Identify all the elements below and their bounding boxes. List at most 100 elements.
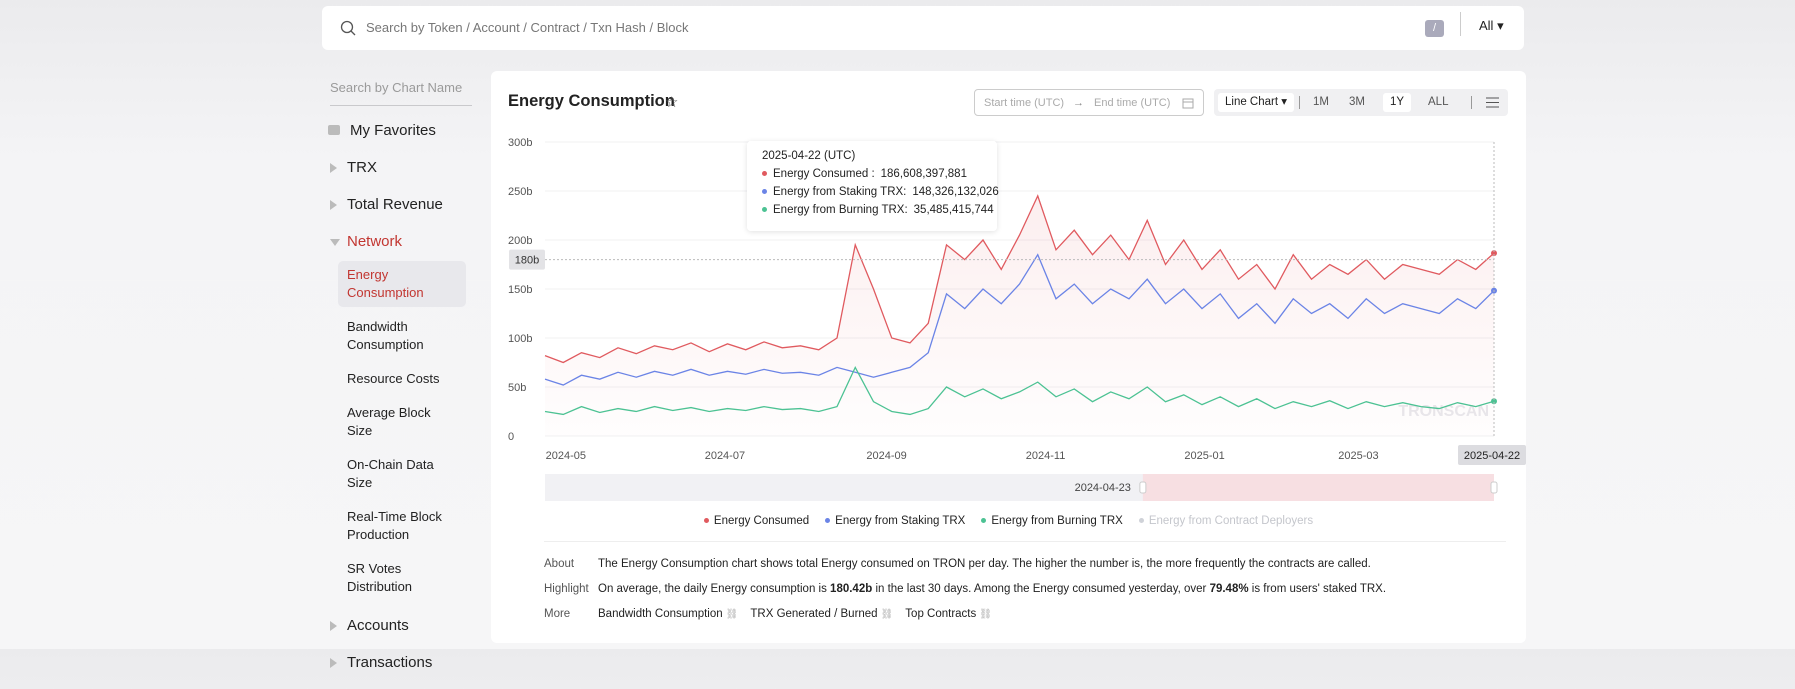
crosshair-y-badge <box>509 249 545 270</box>
chart-info: About The Energy Consumption chart shows … <box>544 558 1514 633</box>
info-row: More Bandwidth Consumption ⛓ TRX Generated … <box>544 608 1514 633</box>
tooltip-value: 35,485,415,744 <box>913 204 994 216</box>
info-segment: in the last 30 days. Among the Energy co… <box>872 583 1210 595</box>
x-tick-label: 2024-09 <box>866 450 906 462</box>
y-tick-label: 0 <box>508 431 514 443</box>
search-icon <box>340 20 356 36</box>
tooltip-dot <box>762 171 767 177</box>
nav-subitem[interactable]: On-Chain Data Size <box>347 457 434 490</box>
nav-subitem[interactable]: Resource Costs <box>347 371 440 386</box>
nav-label: Accounts <box>347 617 409 634</box>
page: Search by Token / Account / Contract / T… <box>0 0 1795 671</box>
info-link[interactable]: Bandwidth Consumption ⛓ <box>598 608 738 620</box>
info-label: More <box>544 608 571 620</box>
y-tick-label: 150b <box>508 284 532 296</box>
link-icon: ⛓ <box>880 609 894 620</box>
nav-item[interactable]: Network <box>330 231 472 261</box>
nav-subitem[interactable]: Average Block Size <box>347 405 431 438</box>
separator <box>1299 96 1300 109</box>
nav-item[interactable]: TRX <box>330 157 472 194</box>
link-label: TRX Generated / Burned <box>750 608 878 620</box>
tooltip-label: Energy from Staking TRX: <box>773 186 907 198</box>
info-segment: The Energy Consumption chart shows total… <box>598 558 1371 570</box>
legend-item[interactable]: Energy from Staking TRX <box>825 515 965 527</box>
slider-window <box>1142 474 1494 501</box>
expand-arrow <box>330 621 337 631</box>
info-text: Bandwidth Consumption ⛓ TRX Generated / Bu… <box>598 608 1004 620</box>
nav-item[interactable]: Transactions <box>330 652 472 689</box>
y-tick-label: 250b <box>508 186 532 198</box>
menu-icon[interactable] <box>1486 97 1499 108</box>
tooltip-value: 148,326,132,026 <box>912 186 999 198</box>
tooltip-title: 2025-04-22 (UTC) <box>762 150 856 162</box>
x-tick-label: 2025-01 <box>1184 450 1224 462</box>
start-time: Start time (UTC) <box>984 97 1065 109</box>
info-text: On average, the daily Energy consumption… <box>598 583 1386 595</box>
nav-item[interactable]: Accounts <box>330 615 472 652</box>
chart-kind[interactable]: Line Chart ▾ <box>1218 93 1295 112</box>
expand-arrow <box>330 163 337 173</box>
y-tick-label: 300b <box>508 137 532 149</box>
series-line <box>544 253 1495 386</box>
slider-handle <box>1139 481 1147 494</box>
range-button[interactable]: ALL <box>1428 96 1449 108</box>
info-row: Highlight On average, the daily Energy co… <box>544 583 1514 608</box>
area-fill <box>545 195 1494 436</box>
nav-label: Total Revenue <box>347 196 443 213</box>
sidebar: Search by Chart Name My Favorites TRX Tota… <box>328 78 472 689</box>
legend-dot <box>1138 518 1144 524</box>
y-tick-label: 100b <box>508 333 532 345</box>
info-label: Highlight <box>544 583 589 595</box>
nav-item[interactable]: Total Revenue <box>330 194 472 231</box>
info-segment: 180.42b <box>830 583 873 595</box>
chart-search[interactable]: Search by Chart Name <box>330 78 472 106</box>
folder-icon <box>328 125 340 135</box>
range-button[interactable]: 1M <box>1313 96 1329 108</box>
date-range[interactable]: Start time (UTC) → End time (UTC) <box>974 89 1204 116</box>
tooltip-dot <box>762 189 767 195</box>
x-tick-label: 2024-05 <box>546 450 586 462</box>
tooltip-label: Energy Consumed : <box>773 168 875 180</box>
nav-subitem[interactable]: Bandwidth Consumption <box>347 319 424 352</box>
nav-label: My Favorites <box>350 122 436 139</box>
hover-point <box>1491 398 1497 405</box>
chart-title: Energy Consumption <box>508 92 675 110</box>
expand-arrow <box>330 239 340 246</box>
favorite-star[interactable]: ☆ <box>665 94 679 111</box>
chart-controls: Line Chart ▾ 1M 3M 1Y ALL <box>1214 89 1508 116</box>
nav-subitem[interactable]: Real-Time Block Production <box>347 509 442 542</box>
expand-arrow <box>330 200 337 210</box>
legend: Energy Consumed Energy from Staking TRX En… <box>491 515 1526 527</box>
link-label: Top Contracts <box>905 608 977 620</box>
end-time: End time (UTC) <box>1094 97 1171 109</box>
nav-item[interactable]: My Favorites <box>328 120 472 157</box>
info-link[interactable]: Top Contracts ⛓ <box>905 608 992 620</box>
tooltip-value: 186,608,397,881 <box>880 168 967 180</box>
legend-dot <box>703 518 709 524</box>
scope-dropdown[interactable]: All ▾ <box>1479 18 1504 33</box>
tooltip: 2025-04-22 (UTC) Energy Consumed : 186,608… <box>747 141 999 231</box>
legend-label: Energy from Burning TRX <box>991 515 1123 527</box>
hover-point <box>1491 250 1497 257</box>
nav-label: TRX <box>347 159 377 176</box>
legend-item[interactable]: Energy from Burning TRX <box>981 515 1123 527</box>
tooltip-label: Energy from Burning TRX: <box>773 204 908 216</box>
series-line <box>544 365 1495 416</box>
nav-subitem[interactable]: SR Votes Distribution <box>347 561 413 594</box>
info-link[interactable]: TRX Generated / Burned ⛓ <box>750 608 893 620</box>
sidebar-list: My Favorites TRX Total Revenue Network Energ… <box>328 120 472 689</box>
tooltip-row: Energy Consumed : 186,608,397,881 <box>762 168 982 180</box>
tooltip-dot <box>762 207 767 213</box>
expand-arrow <box>330 658 337 668</box>
nav-subitem[interactable]: Energy Consumption <box>338 261 466 307</box>
legend-item[interactable]: Energy Consumed <box>703 515 809 527</box>
search-placeholder: Search by Token / Account / Contract / T… <box>366 20 689 35</box>
range-button[interactable]: 1Y <box>1383 93 1412 112</box>
tooltip-row: Energy from Burning TRX: 35,485,415,744 <box>762 204 994 216</box>
link-icon: ⛓ <box>725 609 739 620</box>
legend-item[interactable]: Energy from Contract Deployers <box>1138 515 1313 527</box>
info-segment: 79.48% <box>1209 583 1249 595</box>
info-segment: On average, the daily Energy consumption… <box>598 583 831 595</box>
range-button[interactable]: 3M <box>1349 96 1365 108</box>
search-bar[interactable]: Search by Token / Account / Contract / T… <box>322 6 1524 50</box>
